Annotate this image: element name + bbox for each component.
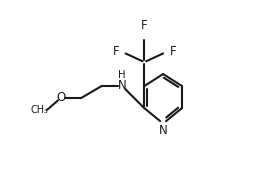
Text: N: N xyxy=(159,124,167,137)
Text: H: H xyxy=(118,70,126,80)
Text: O: O xyxy=(56,92,65,104)
Text: N: N xyxy=(118,79,127,92)
Text: F: F xyxy=(141,19,148,32)
Text: F: F xyxy=(170,45,176,58)
Text: CH₃: CH₃ xyxy=(30,105,48,115)
Text: F: F xyxy=(112,45,119,58)
